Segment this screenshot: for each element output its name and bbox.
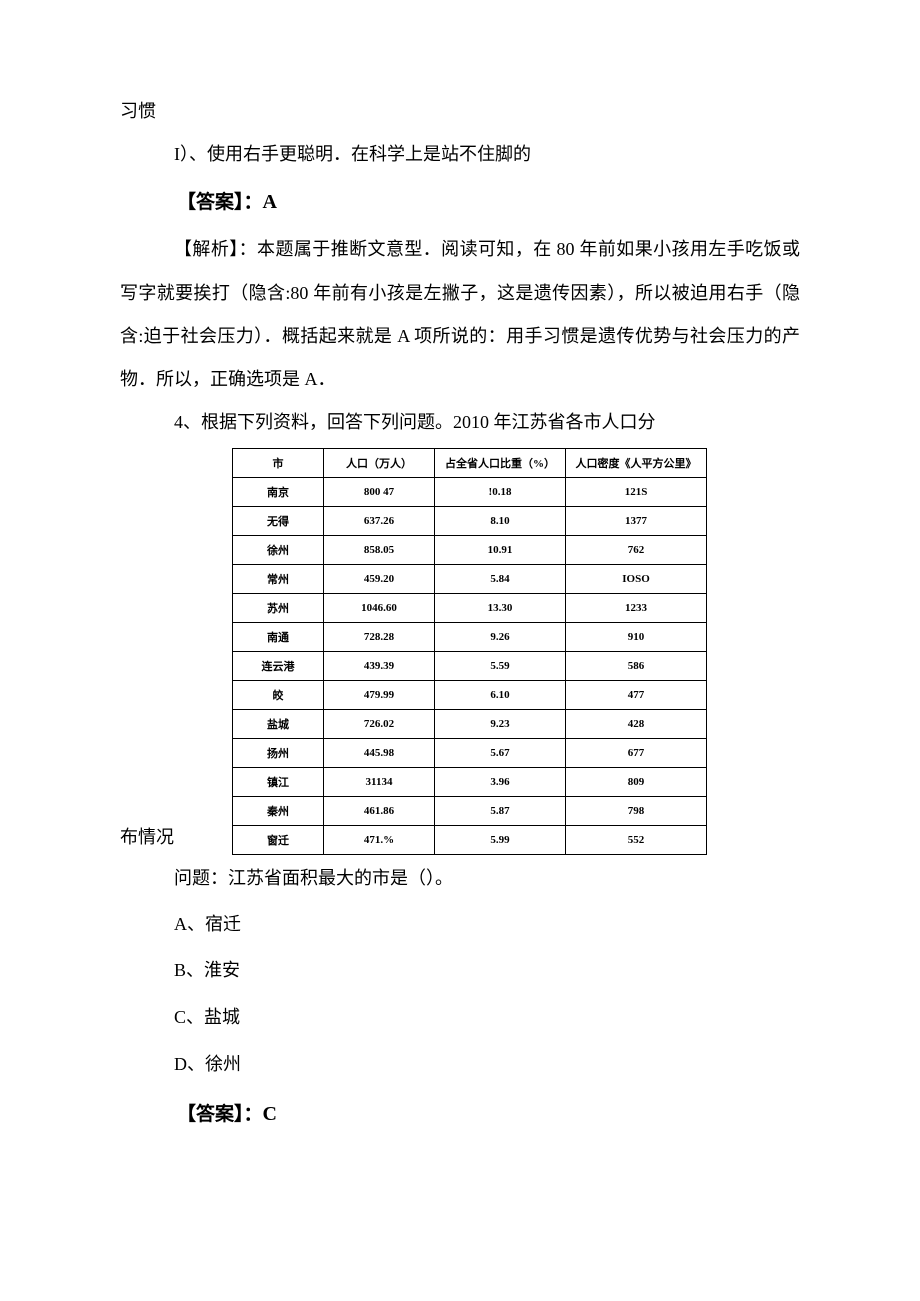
table-row: 南京800 47!0.18121S xyxy=(233,478,707,507)
table-cell: 苏州 xyxy=(233,594,324,623)
table-cell: 窗迁 xyxy=(233,826,324,855)
table-cell: 秦州 xyxy=(233,797,324,826)
table-cell: 5.87 xyxy=(435,797,566,826)
table-row: 南通728.289.26910 xyxy=(233,623,707,652)
q4-lead: 4、根据下列资料，回答下列问题。2010 年江苏省各市人口分 xyxy=(120,401,800,444)
table-cell: 无得 xyxy=(233,507,324,536)
option-A: A、宿迁 xyxy=(120,901,800,948)
table-cell: 459.20 xyxy=(324,565,435,594)
table-row: 窗迁471.%5.99552 xyxy=(233,826,707,855)
answer-2-letter: C xyxy=(263,1103,277,1125)
table-cell: 8.10 xyxy=(435,507,566,536)
table-cell: 477 xyxy=(566,681,707,710)
table-cell: 镇江 xyxy=(233,768,324,797)
option-I: I）、使用右手更聪明．在科学上是站不住脚的 xyxy=(120,133,800,176)
table-cell: 479.99 xyxy=(324,681,435,710)
table-cell: 428 xyxy=(566,710,707,739)
table-header-row: 市 人口（万人） 占全省人口比重（%） 人口密度《人平方公里》 xyxy=(233,449,707,478)
table-cell: 809 xyxy=(566,768,707,797)
table-cell: 9.26 xyxy=(435,623,566,652)
table-cell: 910 xyxy=(566,623,707,652)
table-cell: 5.99 xyxy=(435,826,566,855)
col-density: 人口密度《人平方公里》 xyxy=(566,449,707,478)
answer-2: 【答案】：C xyxy=(120,1088,800,1140)
table-row: 连云港439.395.59586 xyxy=(233,652,707,681)
answer-2-label: 【答案】： xyxy=(177,1104,263,1125)
table-cell: 6.10 xyxy=(435,681,566,710)
table-cell: 677 xyxy=(566,739,707,768)
table-cell: 1046.60 xyxy=(324,594,435,623)
table-cell: 常州 xyxy=(233,565,324,594)
table-cell: 南京 xyxy=(233,478,324,507)
answer-1-label: 【答案】： xyxy=(177,192,263,213)
col-city: 市 xyxy=(233,449,324,478)
table-cell: 5.59 xyxy=(435,652,566,681)
table-cell: !0.18 xyxy=(435,478,566,507)
table-cell: 5.67 xyxy=(435,739,566,768)
option-C: C、盐城 xyxy=(120,994,800,1041)
hanging-fragment: 习惯 xyxy=(120,90,800,133)
table-row: 无得637.268.101377 xyxy=(233,507,707,536)
table-row: 盐城726.029.23428 xyxy=(233,710,707,739)
q4-tail: 布情况 xyxy=(120,823,174,849)
table-cell: 5.84 xyxy=(435,565,566,594)
col-pop: 人口（万人） xyxy=(324,449,435,478)
table-cell: 13.30 xyxy=(435,594,566,623)
table-cell: 728.28 xyxy=(324,623,435,652)
table-row: 徐州858.0510.91762 xyxy=(233,536,707,565)
table-row: 扬州445.985.67677 xyxy=(233,739,707,768)
table-cell: 9.23 xyxy=(435,710,566,739)
table-cell: 637.26 xyxy=(324,507,435,536)
table-row: 常州459.205.84IOSO xyxy=(233,565,707,594)
table-cell: 1377 xyxy=(566,507,707,536)
table-cell: 439.39 xyxy=(324,652,435,681)
option-B: B、淮安 xyxy=(120,947,800,994)
table-cell: 扬州 xyxy=(233,739,324,768)
table-cell: 762 xyxy=(566,536,707,565)
answer-1-letter: A xyxy=(263,191,277,213)
table-cell: 盐城 xyxy=(233,710,324,739)
table-cell: 461.86 xyxy=(324,797,435,826)
answer-1: 【答案】：A xyxy=(120,176,800,228)
table-row: 秦州461.865.87798 xyxy=(233,797,707,826)
table-cell: 800 47 xyxy=(324,478,435,507)
table-cell: 连云港 xyxy=(233,652,324,681)
question-4-block: 4、根据下列资料，回答下列问题。2010 年江苏省各市人口分 布情况 市 人口（… xyxy=(120,401,800,1140)
table-cell: 3.96 xyxy=(435,768,566,797)
col-share: 占全省人口比重（%） xyxy=(435,449,566,478)
table-cell: 858.05 xyxy=(324,536,435,565)
table-cell: 445.98 xyxy=(324,739,435,768)
analysis-text: 【解析】：本题属于推断文意型．阅读可知，在 80 年前如果小孩用左手吃饭或写字就… xyxy=(120,228,800,401)
table-body: 南京800 47!0.18121S无得637.268.101377徐州858.0… xyxy=(233,478,707,855)
option-D: D、徐州 xyxy=(120,1041,800,1088)
table-wrap: 布情况 市 人口（万人） 占全省人口比重（%） 人口密度《人平方公里》 南京80… xyxy=(120,448,800,855)
table-cell: 10.91 xyxy=(435,536,566,565)
table-row: 镇江311343.96809 xyxy=(233,768,707,797)
table-cell: 徐州 xyxy=(233,536,324,565)
table-cell: IOSO xyxy=(566,565,707,594)
table-cell: 798 xyxy=(566,797,707,826)
q4-question: 问题：江苏省面积最大的市是（）。 xyxy=(120,857,800,900)
table-cell: 皎 xyxy=(233,681,324,710)
table-row: 皎479.996.10477 xyxy=(233,681,707,710)
table-cell: 1233 xyxy=(566,594,707,623)
table-cell: 552 xyxy=(566,826,707,855)
table-cell: 586 xyxy=(566,652,707,681)
table-cell: 31134 xyxy=(324,768,435,797)
table-row: 苏州1046.6013.301233 xyxy=(233,594,707,623)
table-cell: 471.% xyxy=(324,826,435,855)
population-table: 市 人口（万人） 占全省人口比重（%） 人口密度《人平方公里》 南京800 47… xyxy=(232,448,707,855)
table-cell: 726.02 xyxy=(324,710,435,739)
table-cell: 121S xyxy=(566,478,707,507)
table-cell: 南通 xyxy=(233,623,324,652)
